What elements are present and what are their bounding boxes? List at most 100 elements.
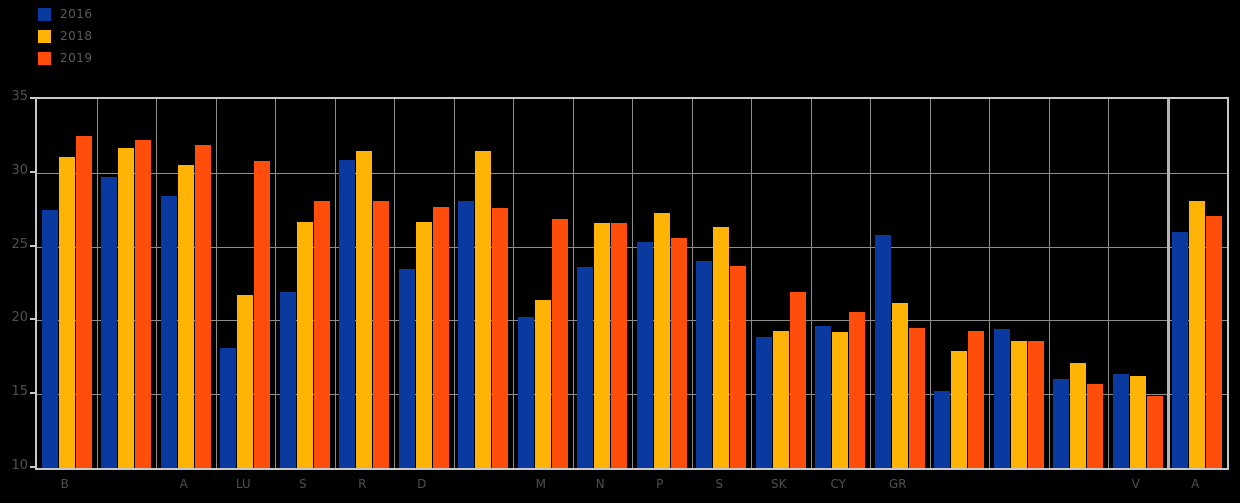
- bar-2019-group-13: [790, 292, 806, 468]
- bar-2018-group-18: [1070, 363, 1086, 468]
- y-tick-mark-30: [30, 171, 35, 173]
- gridline-v-16: [989, 99, 990, 468]
- group-divider-line: [1167, 99, 1170, 468]
- gridline-v-6: [394, 99, 395, 468]
- y-tick-mark-35: [30, 97, 35, 99]
- x-tick-label-B-1: B: [60, 477, 69, 491]
- x-tick-label-CY-14: CY: [830, 477, 847, 491]
- bar-2016-group-2: [101, 177, 117, 468]
- bar-2016-group-20: [1172, 232, 1188, 468]
- legend-swatch-blue: [38, 7, 51, 21]
- gridline-v-3: [216, 99, 217, 468]
- y-tick-label-10: 10: [11, 458, 28, 473]
- bar-2019-group-19: [1147, 396, 1163, 468]
- bar-2018-group-20: [1189, 201, 1205, 468]
- bar-2018-group-11: [654, 213, 670, 468]
- bar-2018-group-14: [832, 332, 848, 468]
- bar-2018-group-17: [1011, 341, 1027, 468]
- x-tick-label-N-10: N: [595, 477, 605, 491]
- x-tick-label-R-6: R: [358, 477, 367, 491]
- bar-2016-group-5: [280, 292, 296, 468]
- gridline-v-9: [573, 99, 574, 468]
- legend: 2016 2018 2019: [38, 3, 93, 69]
- x-tick-label-SK-13: SK: [771, 477, 787, 491]
- bar-2018-group-3: [178, 165, 194, 468]
- bar-2016-group-14: [815, 326, 831, 468]
- gridline-v-14: [870, 99, 871, 468]
- x-tick-label-LU-4: LU: [235, 477, 251, 491]
- bar-2018-group-13: [773, 331, 789, 468]
- x-tick-label-S-5: S: [298, 477, 307, 491]
- gridline-v-1: [97, 99, 98, 468]
- bar-2016-group-18: [1053, 379, 1069, 468]
- bar-2019-group-9: [552, 219, 568, 468]
- bar-2018-group-7: [416, 222, 432, 468]
- bar-2016-group-9: [518, 317, 534, 468]
- y-tick-mark-15: [30, 392, 35, 394]
- gridline-v-7: [454, 99, 455, 468]
- legend-item-series-3: 2019: [38, 47, 93, 69]
- bar-2018-group-9: [535, 300, 551, 468]
- bar-2019-group-2: [135, 140, 151, 468]
- bar-2019-group-16: [968, 331, 984, 468]
- legend-item-series-1: 2016: [38, 3, 93, 25]
- bar-2019-group-14: [849, 312, 865, 468]
- bar-2016-group-13: [756, 337, 772, 468]
- bar-2019-group-10: [611, 223, 627, 468]
- legend-label-series-3: 2019: [60, 51, 93, 65]
- bar-2018-group-19: [1130, 376, 1146, 468]
- bar-2018-group-8: [475, 151, 491, 468]
- gridline-v-8: [513, 99, 514, 468]
- y-tick-label-25: 25: [11, 236, 28, 252]
- bar-2019-group-6: [373, 201, 389, 468]
- bar-2016-group-11: [637, 242, 653, 468]
- bar-2019-group-11: [671, 238, 687, 468]
- y-tick-label-15: 15: [11, 384, 28, 400]
- bar-2018-group-1: [59, 157, 75, 468]
- y-tick-label-20: 20: [11, 310, 28, 326]
- y-tick-label-35: 35: [11, 89, 28, 104]
- gridline-v-15: [930, 99, 931, 468]
- bar-2019-group-4: [254, 161, 270, 468]
- x-tick-label-V-19: V: [1131, 477, 1140, 491]
- legend-label-series-2: 2018: [60, 29, 93, 43]
- bar-2018-group-12: [713, 227, 729, 468]
- bar-2019-group-5: [314, 201, 330, 468]
- plot-area: [35, 97, 1229, 470]
- bar-2016-group-16: [934, 391, 950, 468]
- bar-2016-group-8: [458, 201, 474, 468]
- legend-label-series-1: 2016: [60, 7, 93, 21]
- bar-2016-group-15: [875, 235, 891, 468]
- gridline-v-2: [156, 99, 157, 468]
- bar-2019-group-3: [195, 145, 211, 468]
- x-tick-label-A-3: A: [179, 477, 188, 491]
- gridline-v-18: [1108, 99, 1109, 468]
- bar-2019-group-17: [1028, 341, 1044, 468]
- bar-2018-group-5: [297, 222, 313, 468]
- bar-2019-group-12: [730, 266, 746, 468]
- bar-2018-group-4: [237, 295, 253, 468]
- bar-2019-group-15: [909, 328, 925, 468]
- gridline-v-17: [1049, 99, 1050, 468]
- legend-swatch-orange: [38, 51, 51, 65]
- bar-2016-group-12: [696, 261, 712, 468]
- bar-2019-group-20: [1206, 216, 1222, 468]
- x-tick-label-S-12: S: [715, 477, 724, 491]
- bar-2016-group-10: [577, 267, 593, 468]
- gridline-v-5: [335, 99, 336, 468]
- bar-2018-group-15: [892, 303, 908, 468]
- x-tick-label-M-9: M: [535, 477, 546, 491]
- gridline-v-11: [692, 99, 693, 468]
- gridline-v-13: [811, 99, 812, 468]
- bar-2016-group-17: [994, 329, 1010, 468]
- bar-2016-group-1: [42, 210, 58, 468]
- legend-swatch-yellow: [38, 29, 51, 43]
- gridline-v-12: [751, 99, 752, 468]
- y-tick-mark-20: [30, 318, 35, 320]
- bar-2018-group-10: [594, 223, 610, 468]
- y-tick-mark-10: [30, 466, 35, 468]
- x-tick-label-A-20: A: [1191, 477, 1200, 491]
- bar-2018-group-2: [118, 148, 134, 468]
- legend-item-series-2: 2018: [38, 25, 93, 47]
